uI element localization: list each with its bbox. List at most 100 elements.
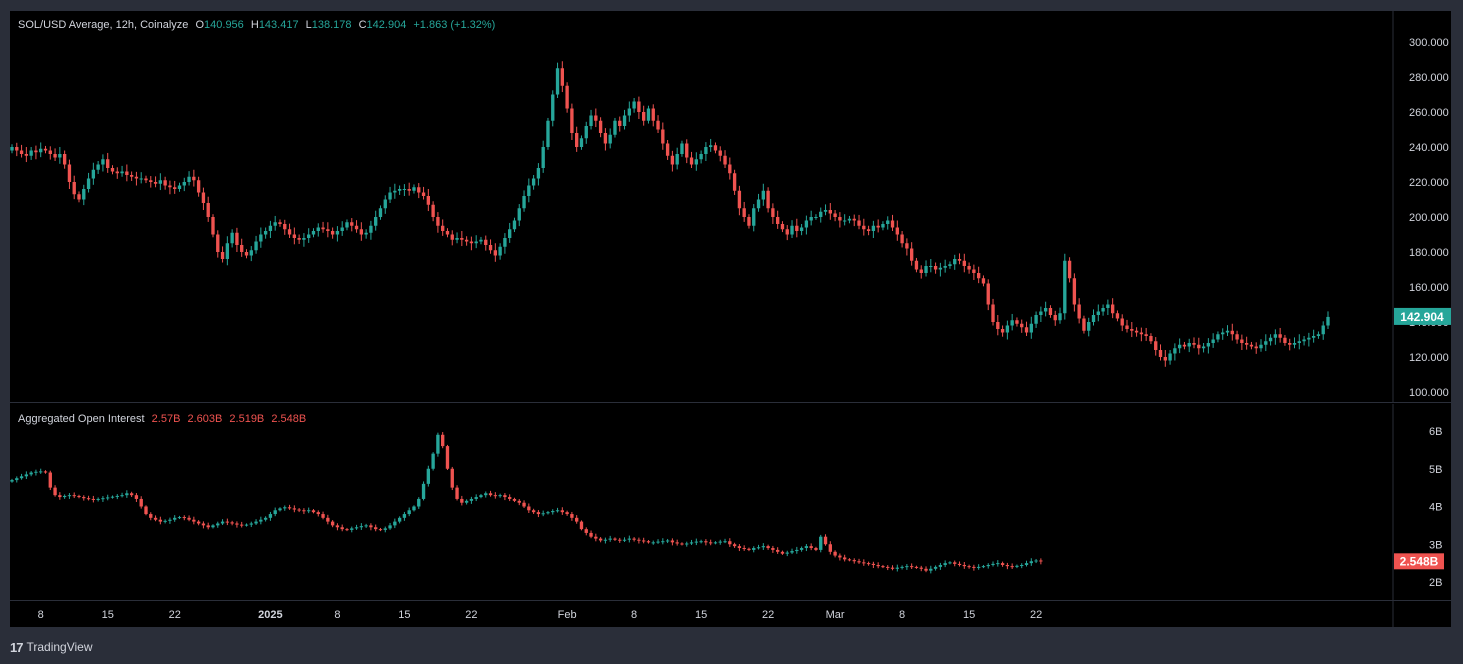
oi-candle — [996, 563, 1000, 565]
price-candle — [718, 150, 722, 156]
last-price-badge — [1394, 307, 1451, 325]
price-candle — [842, 220, 847, 222]
price-candle — [1168, 353, 1172, 361]
price-candle — [216, 234, 220, 252]
time-axis-tick: 15 — [398, 609, 410, 621]
price-candle — [857, 220, 861, 226]
price-candle — [402, 189, 407, 190]
price-candle — [1321, 325, 1325, 335]
price-candle — [1302, 339, 1306, 342]
price-candle — [48, 150, 52, 154]
price-candle — [1134, 330, 1139, 333]
price-candle — [508, 229, 512, 238]
time-axis-tick: Feb — [558, 609, 577, 621]
oi-candle — [125, 493, 129, 496]
price-candle — [1158, 350, 1163, 357]
price-axis-tick: 120.000 — [1409, 352, 1449, 364]
price-candle — [58, 154, 62, 158]
price-candle — [709, 145, 713, 147]
oi-candle — [886, 566, 890, 568]
price-candle — [10, 147, 14, 151]
price-candle — [747, 217, 751, 226]
time-axis-tick: 15 — [963, 609, 975, 621]
price-candle — [560, 68, 565, 86]
price-candle — [699, 154, 703, 160]
price-candle — [780, 224, 785, 230]
price-candle — [967, 266, 971, 270]
oi-candle — [570, 514, 574, 518]
oi-candle — [828, 544, 832, 552]
price-candle — [594, 115, 598, 121]
oi-open: 2.57B — [151, 413, 181, 425]
price-candle — [287, 229, 292, 235]
price-candle — [1115, 313, 1120, 319]
price-candle — [1273, 334, 1278, 338]
price-axis-tick: 300.000 — [1409, 37, 1449, 49]
price-candle — [1278, 334, 1282, 338]
price-candle — [1311, 336, 1316, 338]
open-interest-chart[interactable]: 6B 5B 4B 3B 2B 2.548B 8 15 22 2025 8 15 22 Feb 8 15 22 Ma… — [10, 404, 1451, 628]
last-price-badge-text: 142.904 — [1400, 310, 1444, 324]
price-candle — [1197, 344, 1201, 349]
price-candle — [125, 171, 129, 175]
oi-candle — [924, 568, 928, 571]
price-candle — [407, 189, 411, 191]
tradingview-logo-icon: 17 — [10, 639, 24, 655]
price-candle — [1240, 339, 1244, 343]
price-candle — [933, 266, 938, 270]
oi-candle — [225, 521, 230, 523]
oi-candle — [278, 508, 282, 511]
oi-candle — [58, 495, 62, 498]
price-candle — [527, 185, 531, 196]
price-candle — [43, 148, 48, 151]
price-candle — [1096, 311, 1100, 315]
price-candle — [752, 208, 756, 226]
price-candle — [115, 171, 119, 174]
oi-candle — [795, 549, 799, 552]
price-candle — [546, 120, 550, 147]
price-candle — [182, 182, 186, 186]
oi-candle — [474, 497, 478, 499]
price-axis-tick: 180.000 — [1409, 247, 1449, 259]
oi-candle — [488, 493, 493, 496]
oi-candle — [866, 563, 871, 565]
price-candle — [110, 168, 115, 172]
price-candle — [297, 238, 301, 240]
price-candle — [196, 180, 201, 193]
oi-candle — [29, 472, 33, 475]
oi-candle — [871, 563, 876, 566]
oi-candle — [953, 562, 957, 564]
oi-candle — [661, 541, 665, 543]
price-candle — [268, 225, 273, 231]
oi-candle — [780, 551, 785, 554]
oi-candle — [737, 546, 742, 549]
oi-candle — [761, 546, 765, 548]
oi-candle — [469, 498, 474, 501]
oi-candle — [110, 496, 115, 498]
oi-candle — [560, 510, 565, 513]
oi-candle — [417, 498, 421, 507]
oi-candle — [914, 566, 919, 568]
price-candle — [929, 266, 933, 267]
price-candle — [570, 108, 574, 133]
oi-candle — [541, 513, 545, 515]
price-candle — [871, 225, 876, 231]
oi-candle — [340, 527, 344, 530]
oi-candle — [900, 566, 904, 568]
tradingview-attribution[interactable]: 17 TradingView — [10, 637, 93, 657]
time-axis-tick: 22 — [762, 609, 774, 621]
price-candle — [627, 108, 631, 116]
price-candle — [206, 203, 210, 217]
price-candle — [1077, 304, 1081, 319]
oi-candle — [1024, 563, 1029, 566]
oi-candle — [512, 498, 517, 501]
price-candle — [761, 190, 765, 200]
price-candle — [1149, 336, 1153, 342]
price-candle — [273, 222, 277, 226]
price-chart[interactable]: 300.000 280.000 260.000 240.000 220.000 200.0… — [10, 11, 1451, 403]
price-candle — [1182, 344, 1187, 347]
price-candle — [565, 85, 569, 109]
chart-frame[interactable]: 300.000 280.000 260.000 240.000 220.000 200.0… — [9, 10, 1452, 628]
time-axis-tick: 2025 — [258, 609, 282, 621]
oi-candle — [747, 548, 751, 550]
